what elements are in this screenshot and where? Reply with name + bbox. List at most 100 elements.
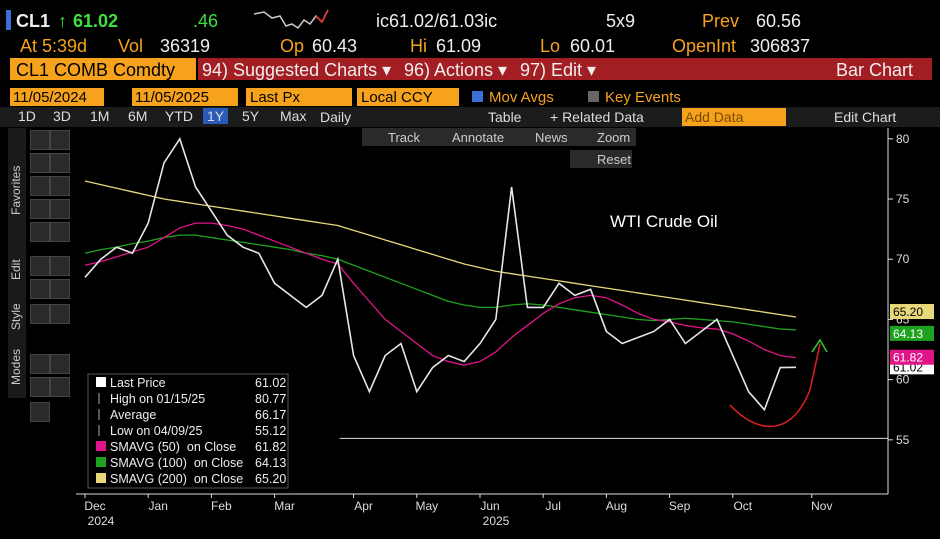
menu-item[interactable]: 94) Suggested Charts ▾ — [202, 60, 392, 80]
y-tick-label: 75 — [896, 192, 910, 206]
edit-chart[interactable]: Edit Chart — [834, 109, 897, 125]
period-button[interactable]: 3D — [53, 108, 71, 124]
side-tab[interactable]: Modes — [9, 348, 23, 385]
add-data-box[interactable] — [682, 108, 786, 126]
tool-icon[interactable] — [50, 130, 70, 150]
tool-icon[interactable] — [50, 222, 70, 242]
menu-item[interactable]: 97) Edit ▾ — [520, 60, 597, 80]
tool-icon[interactable] — [30, 402, 50, 422]
chart-type[interactable]: Bar Chart — [836, 60, 914, 80]
tool-icon[interactable] — [30, 130, 50, 150]
legend-value: 55.12 — [255, 424, 286, 438]
tool-icon[interactable] — [50, 199, 70, 219]
series-line — [84, 234, 797, 331]
arrow: ↑ — [58, 11, 67, 31]
x-tick-label: Feb — [211, 499, 232, 513]
start-date[interactable]: 11/05/2024 — [13, 89, 87, 106]
legend — [87, 373, 289, 489]
value-tag-label: 64.13 — [893, 327, 923, 341]
tool-icon[interactable] — [30, 304, 50, 324]
x-tick-label: Dec — [84, 499, 105, 513]
legend-swatch — [96, 473, 106, 483]
side-tab[interactable]: Edit — [9, 259, 23, 280]
tool-icon[interactable] — [50, 153, 70, 173]
security[interactable]: CL1 COMB Comdty — [16, 60, 176, 80]
period-button[interactable]: 1Y — [203, 108, 229, 124]
annotation-arrow — [811, 338, 828, 353]
period-button[interactable]: YTD — [165, 108, 193, 124]
legend-swatch — [96, 377, 106, 387]
tool-icon[interactable] — [30, 377, 50, 397]
field[interactable]: Last Px — [250, 89, 301, 106]
frequency[interactable]: Daily — [320, 109, 352, 125]
tool-icon[interactable] — [30, 176, 50, 196]
tool-icon[interactable] — [30, 256, 50, 276]
period-button[interactable]: 1D — [18, 108, 36, 124]
tool-icon[interactable] — [50, 279, 70, 299]
tool-icon[interactable] — [30, 199, 50, 219]
y-tick-label: 70 — [896, 252, 910, 266]
related-data[interactable]: + Related Data — [550, 109, 644, 125]
tool-icon[interactable] — [30, 153, 50, 173]
open-label: Op — [280, 36, 305, 56]
tool-icon[interactable] — [50, 256, 70, 276]
currency-box[interactable] — [357, 88, 459, 106]
oi-label: OpenInt — [672, 36, 737, 56]
legend-value: 64.13 — [255, 456, 286, 470]
period-button[interactable]: 5Y — [242, 108, 260, 124]
change: .46 — [193, 11, 219, 31]
tool[interactable]: Annotate — [452, 130, 505, 145]
ticker-marker — [6, 10, 11, 30]
tool[interactable]: Track — [388, 130, 421, 145]
prev-label: Prev — [702, 11, 740, 31]
checkbox[interactable] — [588, 91, 599, 102]
tool-icon[interactable] — [30, 222, 50, 242]
annotation-curve — [729, 343, 821, 428]
tool-icon[interactable] — [50, 377, 70, 397]
period-button[interactable]: 1M — [90, 108, 110, 124]
menu-item[interactable]: 96) Actions ▾ — [404, 60, 508, 80]
tool[interactable]: Zoom — [597, 130, 631, 145]
legend-value: 65.20 — [255, 472, 286, 486]
x-tick-label: Oct — [733, 499, 752, 513]
value-tag — [890, 325, 934, 341]
period-button[interactable]: Max — [280, 108, 307, 124]
end-date[interactable]: 11/05/2025 — [135, 89, 209, 106]
y-tick-label: 60 — [896, 373, 910, 387]
checkbox[interactable] — [472, 91, 483, 102]
security-box[interactable] — [10, 58, 196, 80]
end-box[interactable] — [132, 88, 238, 106]
legend-label: SMAVG (200) on Close — [110, 472, 243, 486]
tool[interactable]: Reset — [597, 152, 631, 167]
tool[interactable]: News — [535, 130, 568, 145]
prev: 60.56 — [756, 11, 802, 31]
tool-icon[interactable] — [50, 176, 70, 196]
legend-value: 66.17 — [255, 408, 286, 422]
table-button[interactable]: Table — [488, 109, 522, 125]
low: 60.01 — [570, 36, 616, 56]
tool-icon[interactable] — [50, 304, 70, 324]
y-tick-label: 55 — [896, 433, 910, 447]
side-tab[interactable]: Favorites — [9, 165, 23, 215]
tool-icon[interactable] — [50, 354, 70, 374]
mov-avgs[interactable]: Mov Avgs — [489, 89, 554, 106]
currency[interactable]: Local CCY — [361, 89, 433, 106]
key-events[interactable]: Key Events — [605, 89, 681, 106]
period-button[interactable]: 6M — [128, 108, 148, 124]
add-data[interactable]: Add Data — [685, 109, 744, 125]
side-tab[interactable]: Style — [9, 303, 23, 330]
legend-swatch — [96, 457, 106, 467]
field-box[interactable] — [246, 88, 352, 106]
tool-icon[interactable] — [30, 279, 50, 299]
tool-icon[interactable] — [30, 354, 50, 374]
high-label: Hi — [410, 36, 427, 56]
oi: 306837 — [750, 36, 811, 56]
reset-box[interactable] — [570, 150, 632, 168]
start-box[interactable] — [10, 88, 104, 106]
value-tag-label: 65.20 — [893, 305, 923, 319]
x-tick-label: Mar — [274, 499, 295, 513]
legend-value: 80.77 — [255, 392, 286, 406]
year-label: 2024 — [88, 514, 115, 528]
x-tick-label: Nov — [811, 499, 832, 513]
